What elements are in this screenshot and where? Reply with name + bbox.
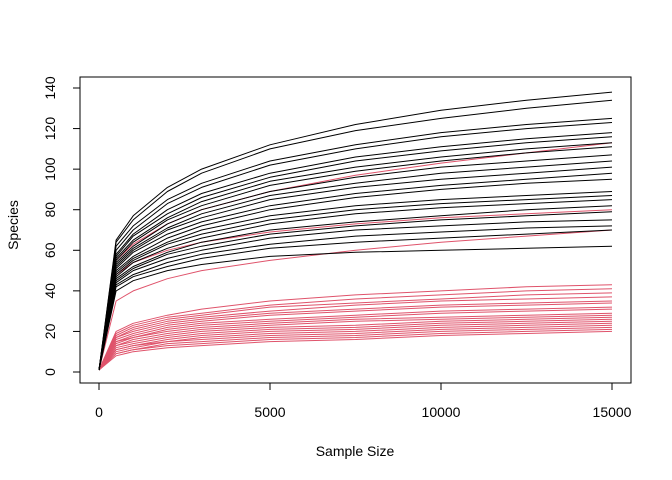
y-tick-label: 100 — [42, 157, 58, 181]
series-line-22 — [98, 245, 613, 371]
series-line-34 — [98, 312, 613, 371]
series-line-29 — [98, 296, 613, 371]
x-tick-label: 10000 — [422, 404, 461, 420]
y-tick-label: 0 — [42, 368, 58, 376]
y-tick-label: 120 — [42, 117, 58, 141]
y-tick-label: 80 — [42, 202, 58, 218]
series-line-27 — [98, 288, 613, 371]
series-line-4 — [98, 122, 613, 371]
series-line-43 — [98, 330, 613, 371]
series-line-36 — [98, 316, 613, 371]
series-line-16 — [98, 199, 613, 371]
series-layer — [98, 91, 613, 371]
series-line-21 — [98, 229, 613, 371]
y-tick-label: 40 — [42, 283, 58, 299]
series-line-9 — [98, 154, 613, 371]
series-line-37 — [98, 318, 613, 371]
series-line-19 — [98, 219, 613, 371]
series-line-5 — [98, 132, 613, 371]
series-line-30 — [98, 300, 613, 371]
x-tick-label: 15000 — [593, 404, 632, 420]
series-line-17 — [98, 205, 613, 371]
series-line-35 — [98, 314, 613, 371]
series-line-2 — [98, 99, 613, 371]
series-line-15 — [98, 195, 613, 371]
x-axis-label: Sample Size — [316, 443, 395, 459]
series-line-28 — [98, 292, 613, 371]
series-line-1 — [98, 91, 613, 371]
series-line-10 — [98, 160, 613, 371]
series-line-20 — [98, 225, 613, 371]
y-axis: 0 20 40 60 80 100 120 140 — [42, 76, 81, 376]
series-line-32 — [98, 306, 613, 371]
series-line-40 — [98, 324, 613, 371]
series-line-39 — [98, 322, 613, 371]
x-tick-label: 5000 — [254, 404, 285, 420]
x-axis: 0 5000 10000 15000 — [95, 382, 632, 420]
series-line-13 — [98, 178, 613, 371]
series-line-11 — [98, 166, 613, 371]
y-axis-label: Species — [5, 200, 21, 250]
series-line-25 — [98, 229, 613, 371]
y-tick-label: 60 — [42, 242, 58, 258]
series-line-18 — [98, 211, 613, 371]
series-line-12 — [98, 172, 613, 371]
y-tick-label: 140 — [42, 76, 58, 100]
y-tick-label: 20 — [42, 323, 58, 339]
series-line-3 — [98, 117, 613, 371]
series-line-7 — [98, 142, 613, 371]
series-line-14 — [98, 191, 613, 371]
series-line-26 — [98, 284, 613, 371]
series-line-31 — [98, 302, 613, 371]
series-line-6 — [98, 136, 613, 371]
x-tick-label: 0 — [95, 404, 103, 420]
series-line-42 — [98, 328, 613, 371]
series-line-8 — [98, 146, 613, 371]
series-line-24 — [98, 209, 613, 371]
series-line-33 — [98, 308, 613, 371]
